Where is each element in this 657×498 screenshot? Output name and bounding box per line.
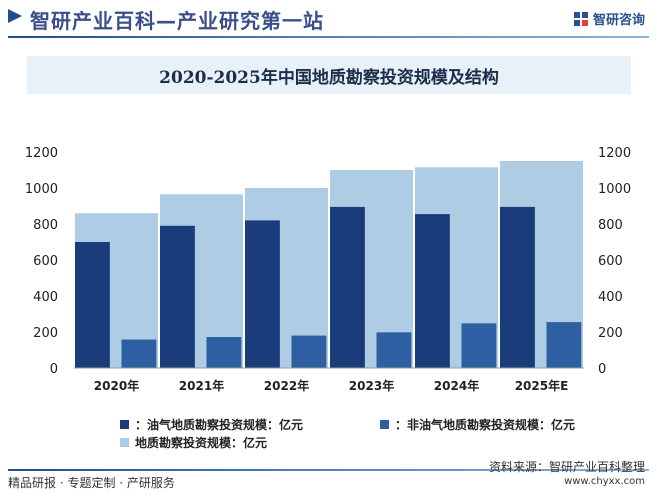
y-tick-right-2: 400 xyxy=(598,290,623,305)
bar-nonoil-4 xyxy=(461,323,497,368)
page-header: 智研产业百科—产业研究第一站 智研咨询 xyxy=(0,0,657,38)
x-tick-label-2: 2022年 xyxy=(264,378,309,393)
bar-oil-4 xyxy=(415,214,450,368)
y-tick-right-0: 0 xyxy=(598,362,606,377)
y-tick-left-0: 0 xyxy=(50,362,58,377)
footer-divider xyxy=(8,469,649,471)
x-tick-label-0: 2020年 xyxy=(94,378,139,393)
y-tick-left-3: 600 xyxy=(33,254,58,269)
legend-item-0: ：油气地质勘察投资规模：亿元 xyxy=(120,416,303,433)
bar-oil-3 xyxy=(330,206,365,368)
footer-source: 资料来源：智研产业百科整理 xyxy=(488,460,645,474)
legend-label-2: 地质勘察投资规模：亿元 xyxy=(135,436,268,450)
footer-url: www.chyxx.com xyxy=(564,476,645,487)
bar-oil-5 xyxy=(500,206,535,368)
legend-label-0: ：油气地质勘察投资规模：亿元 xyxy=(135,418,304,432)
bar-nonoil-1 xyxy=(206,337,242,368)
y-tick-right-4: 800 xyxy=(598,218,623,233)
legend-label-1: ：非油气地质勘察投资规模：亿元 xyxy=(395,418,576,432)
y-tick-left-5: 1000 xyxy=(25,182,58,197)
brand-icon xyxy=(573,11,588,26)
chart-title-band: 2020-2025年中国地质勘察投资规模及结构 xyxy=(27,56,631,94)
footer-tagline: 精品研报 · 专题定制 · 产研服务 xyxy=(8,476,175,490)
y-tick-left-6: 1200 xyxy=(25,146,58,161)
y-tick-left-2: 400 xyxy=(33,290,58,305)
bar-nonoil-5 xyxy=(546,322,582,368)
legend-swatch-0 xyxy=(120,420,129,429)
y-tick-right-5: 1000 xyxy=(598,182,631,197)
y-tick-right-3: 600 xyxy=(598,254,623,269)
chart-title: 2020-2025年中国地质勘察投资规模及结构 xyxy=(159,67,499,88)
header-title: 智研产业百科—产业研究第一站 xyxy=(30,9,324,33)
brand-name: 智研咨询 xyxy=(592,13,645,28)
x-tick-label-4: 2024年 xyxy=(434,378,479,393)
bar-oil-0 xyxy=(75,242,110,368)
y-tick-right-6: 1200 xyxy=(598,146,631,161)
y-tick-left-1: 200 xyxy=(33,326,58,341)
legend-item-2: 地质勘察投资规模：亿元 xyxy=(120,434,267,451)
bar-nonoil-0 xyxy=(121,339,157,368)
x-tick-label-1: 2021年 xyxy=(179,378,224,393)
x-tick-label-3: 2023年 xyxy=(349,378,394,393)
y-tick-left-4: 800 xyxy=(33,218,58,233)
x-tick-label-5: 2025年E xyxy=(515,378,569,393)
brand-logo: 智研咨询 xyxy=(573,9,645,28)
bar-nonoil-2 xyxy=(291,335,327,368)
legend-item-1: ：非油气地质勘察投资规模：亿元 xyxy=(380,416,575,433)
header-divider xyxy=(8,36,649,38)
bar-nonoil-3 xyxy=(376,332,412,368)
legend-swatch-1 xyxy=(380,420,389,429)
bar-oil-2 xyxy=(245,220,280,368)
legend-swatch-2 xyxy=(120,438,129,447)
y-tick-right-1: 200 xyxy=(598,326,623,341)
bar-oil-1 xyxy=(160,225,195,368)
